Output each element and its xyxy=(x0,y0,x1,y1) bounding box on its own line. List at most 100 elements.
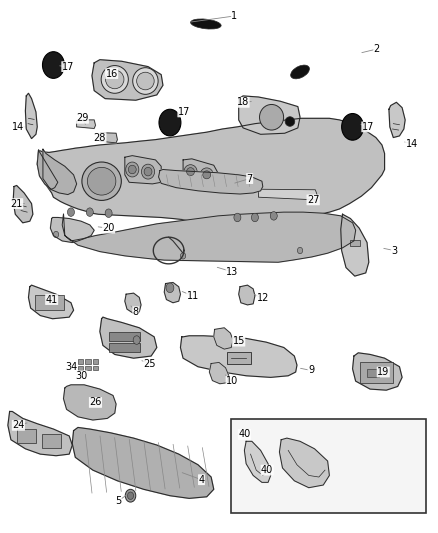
Text: 40: 40 xyxy=(261,465,273,475)
Ellipse shape xyxy=(87,167,116,195)
Text: 12: 12 xyxy=(257,294,269,303)
Circle shape xyxy=(297,247,303,254)
Bar xyxy=(78,359,83,364)
Circle shape xyxy=(166,283,174,293)
Text: 41: 41 xyxy=(46,295,58,304)
Polygon shape xyxy=(64,385,116,420)
Ellipse shape xyxy=(144,167,152,176)
Text: 34: 34 xyxy=(65,362,77,372)
Bar xyxy=(227,352,251,364)
Polygon shape xyxy=(77,120,95,128)
Ellipse shape xyxy=(259,104,284,130)
Polygon shape xyxy=(209,362,229,384)
Ellipse shape xyxy=(101,66,128,93)
Polygon shape xyxy=(37,118,385,221)
Polygon shape xyxy=(164,282,180,303)
Polygon shape xyxy=(37,150,58,189)
Polygon shape xyxy=(92,60,163,100)
Text: 30: 30 xyxy=(75,371,87,381)
Bar xyxy=(360,362,393,383)
Text: 15: 15 xyxy=(233,336,245,346)
Ellipse shape xyxy=(141,164,155,179)
Text: 11: 11 xyxy=(187,291,199,301)
Text: 20: 20 xyxy=(102,223,115,233)
Ellipse shape xyxy=(126,162,139,177)
Text: 14: 14 xyxy=(406,139,418,149)
Circle shape xyxy=(133,336,140,344)
Text: 28: 28 xyxy=(94,133,106,142)
Bar xyxy=(85,359,91,364)
Ellipse shape xyxy=(203,171,211,179)
Text: 14: 14 xyxy=(12,122,25,132)
Text: 10: 10 xyxy=(226,376,238,386)
Ellipse shape xyxy=(191,19,221,29)
Polygon shape xyxy=(28,285,74,319)
Text: 26: 26 xyxy=(89,398,102,407)
Circle shape xyxy=(127,492,134,499)
Ellipse shape xyxy=(82,162,121,200)
Text: 40: 40 xyxy=(238,430,251,439)
Text: 17: 17 xyxy=(178,107,190,117)
Bar xyxy=(85,366,91,370)
Text: 3: 3 xyxy=(391,246,397,255)
Polygon shape xyxy=(258,189,318,200)
Text: 9: 9 xyxy=(308,366,314,375)
Ellipse shape xyxy=(285,117,295,126)
Text: 29: 29 xyxy=(76,114,88,123)
Circle shape xyxy=(180,253,186,259)
Circle shape xyxy=(53,231,59,238)
Circle shape xyxy=(159,109,181,136)
Text: 4: 4 xyxy=(198,475,205,484)
Ellipse shape xyxy=(137,72,154,90)
Text: 8: 8 xyxy=(133,307,139,317)
Bar xyxy=(93,366,98,370)
Ellipse shape xyxy=(128,165,136,174)
Polygon shape xyxy=(159,169,263,194)
Polygon shape xyxy=(100,317,157,358)
Polygon shape xyxy=(8,411,72,456)
Polygon shape xyxy=(100,133,117,143)
Text: 16: 16 xyxy=(106,69,118,78)
Bar xyxy=(109,343,140,352)
Text: 27: 27 xyxy=(307,195,319,205)
Text: 13: 13 xyxy=(226,267,238,277)
Polygon shape xyxy=(183,159,218,187)
Ellipse shape xyxy=(184,165,197,179)
Text: 5: 5 xyxy=(115,496,121,506)
Bar xyxy=(93,359,98,364)
Circle shape xyxy=(67,208,74,216)
Bar xyxy=(367,369,379,377)
Polygon shape xyxy=(214,328,233,349)
Ellipse shape xyxy=(106,70,124,88)
Polygon shape xyxy=(389,102,405,138)
Ellipse shape xyxy=(133,68,158,94)
Text: 1: 1 xyxy=(231,11,237,21)
Circle shape xyxy=(234,213,241,222)
Text: 24: 24 xyxy=(12,421,25,430)
Polygon shape xyxy=(341,214,369,276)
Ellipse shape xyxy=(200,168,213,182)
Bar xyxy=(109,332,140,341)
Text: 2: 2 xyxy=(374,44,380,54)
Bar xyxy=(78,366,83,370)
Bar xyxy=(35,295,64,310)
Polygon shape xyxy=(43,149,77,195)
Polygon shape xyxy=(125,156,161,184)
Circle shape xyxy=(125,489,136,502)
Bar xyxy=(350,240,360,246)
Polygon shape xyxy=(25,93,37,139)
Text: 19: 19 xyxy=(377,367,389,377)
Polygon shape xyxy=(50,217,94,243)
Polygon shape xyxy=(72,427,214,498)
Polygon shape xyxy=(62,212,356,262)
Ellipse shape xyxy=(291,65,309,79)
Polygon shape xyxy=(125,293,141,313)
Circle shape xyxy=(42,52,64,78)
Bar xyxy=(231,419,426,513)
Ellipse shape xyxy=(187,167,194,176)
Polygon shape xyxy=(13,185,33,223)
Text: 25: 25 xyxy=(144,359,156,368)
Text: 17: 17 xyxy=(362,122,374,132)
Circle shape xyxy=(342,114,364,140)
Circle shape xyxy=(105,209,112,217)
